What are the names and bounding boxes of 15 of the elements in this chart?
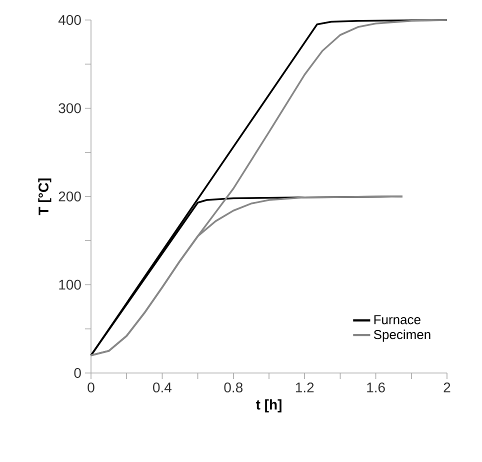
y-tick-label: 300 [58,103,81,114]
y-axis-title: T [°C] [38,178,52,216]
y-tick-label: 100 [59,280,81,290]
y-tick-label: 400 [58,15,81,25]
x-axis-title: t [h] [256,399,282,412]
x-tick-label: 2 [444,382,450,392]
x-tick-label: 0.4 [153,382,172,392]
y-tick-label: 200 [58,192,81,202]
y-tick-label: 0 [74,368,81,378]
x-tick-label: 1.6 [367,382,385,392]
legend-label: Furnace [374,315,420,324]
legend-label: Specimen [374,330,430,342]
x-tick-label: 0.8 [224,382,243,392]
x-tick-label: 1.2 [296,382,314,392]
x-tick-label: 0 [88,382,94,392]
